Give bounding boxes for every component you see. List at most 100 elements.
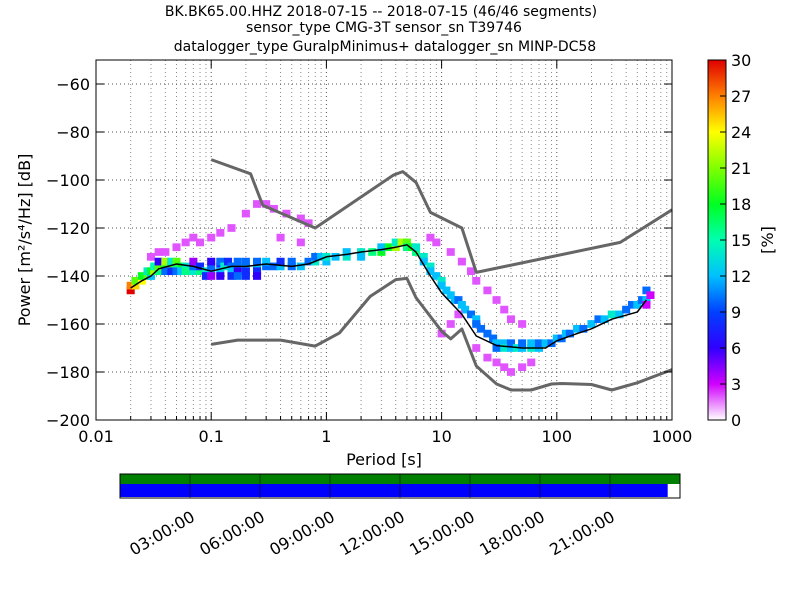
- pdf-cell: [642, 300, 651, 309]
- pdf-cell: [216, 228, 225, 237]
- pdf-cell: [276, 262, 285, 271]
- pdf-cell: [216, 257, 225, 266]
- pdf-cell: [216, 267, 225, 276]
- pdf-cell: [331, 252, 340, 261]
- x-tick-label: 0.01: [78, 427, 114, 446]
- pdf-cell: [442, 286, 451, 295]
- colorbar-tick-label: 15: [731, 231, 751, 250]
- pdf-cell: [492, 339, 501, 348]
- pdf-cell: [446, 248, 455, 256]
- pdf-cell: [207, 272, 216, 280]
- colorbar-tick-label: 9: [731, 303, 741, 322]
- colorbar-tick-label: 18: [731, 195, 751, 214]
- colorbar-tick-label: 6: [731, 339, 741, 358]
- pdf-cell: [607, 310, 616, 319]
- pdf-cell: [385, 243, 394, 252]
- pdf-cell: [227, 224, 236, 232]
- pdf-cell: [322, 257, 331, 266]
- pdf-cell: [233, 272, 242, 280]
- pdf-cell: [167, 257, 176, 266]
- pdf-cell: [377, 243, 386, 252]
- pdf-cell: [472, 320, 481, 328]
- pdf-cell: [573, 324, 582, 333]
- pdf-cell: [196, 262, 205, 271]
- pdf-cell: [565, 329, 574, 338]
- colorbar-tick-label: 0: [731, 411, 741, 430]
- pdf-cell: [466, 267, 476, 276]
- pdf-cell: [594, 315, 603, 324]
- pdf-cell: [253, 200, 262, 208]
- pdf-cell: [150, 262, 159, 271]
- pdf-cell: [262, 257, 271, 266]
- grid: [96, 60, 672, 420]
- pdf-cell: [402, 238, 411, 247]
- pdf-cell: [126, 286, 135, 295]
- pdf-cell: [181, 262, 190, 271]
- pdf-cell: [220, 262, 229, 271]
- pdf-cell: [227, 272, 236, 280]
- x-tick-label: 1000: [652, 427, 693, 446]
- pdf-cell: [253, 257, 262, 266]
- pdf-cell: [579, 324, 588, 333]
- pdf-cell: [642, 296, 651, 304]
- pdf-cell: [161, 248, 170, 256]
- pdf-cell: [527, 358, 536, 367]
- pdf-cell: [506, 344, 515, 352]
- pdf-cell: [233, 257, 242, 266]
- pdf-cell: [342, 248, 351, 256]
- title-line-3: datalogger_type GuralpMinimus+ datalogge…: [174, 39, 596, 55]
- y-tick-label: −180: [46, 363, 90, 382]
- pdf-cell: [296, 238, 305, 247]
- pdf-cell: [419, 252, 428, 261]
- timeline-label: 03:00:00: [126, 507, 198, 559]
- pdf-cell: [397, 238, 406, 247]
- pdf-cell: [207, 233, 216, 242]
- colorbar-tick-label: 24: [731, 123, 751, 142]
- pdf-cell: [483, 286, 492, 295]
- pdf-cell: [311, 252, 320, 261]
- pdf-cell: [466, 310, 476, 319]
- pdf-cell: [189, 257, 198, 266]
- pdf-cell: [154, 257, 163, 266]
- pdf-cell: [241, 267, 250, 276]
- pdf-cell: [241, 209, 250, 218]
- pdf-cell: [224, 257, 233, 266]
- pdf-cell: [483, 353, 492, 362]
- pdf-cell: [233, 267, 242, 276]
- pdf-cell: [622, 305, 631, 314]
- pdf-cell: [154, 248, 163, 256]
- pdf-cell: [196, 267, 205, 276]
- pdf-cell: [437, 329, 446, 338]
- y-tick-label: −160: [46, 315, 90, 334]
- pdf-cell: [253, 272, 262, 280]
- pdf-cell: [642, 286, 651, 295]
- colorbar-tick-label: 3: [731, 375, 741, 394]
- pdf-cell: [181, 267, 190, 276]
- pdf-cell: [172, 267, 181, 276]
- timeline-label: 12:00:00: [336, 507, 408, 559]
- colorbar-tick-label: 27: [731, 87, 751, 106]
- pdf-cell: [262, 262, 271, 271]
- y-tick-label: −200: [46, 411, 90, 430]
- pdf-cell: [276, 257, 285, 266]
- timeline-label: 15:00:00: [406, 507, 478, 559]
- plot-frame: [95, 59, 673, 421]
- pdf-cell: [477, 324, 486, 333]
- pdf-cell: [241, 257, 250, 266]
- pdf-cell: [368, 248, 377, 256]
- pdf-cell: [161, 267, 170, 276]
- pdf-cell: [446, 320, 455, 328]
- pdf-cell: [172, 262, 181, 271]
- pdf-cell: [506, 339, 515, 348]
- series-lines: [130, 158, 673, 392]
- pdf-cell: [587, 320, 596, 328]
- title-line-1: BK.BK65.00.HHZ 2018-07-15 -- 2018-07-15 …: [165, 4, 597, 20]
- pdf-cell: [541, 339, 550, 348]
- pdf-cell: [391, 238, 400, 247]
- x-tick-label: 1: [321, 427, 331, 446]
- pdf-cell: [189, 233, 198, 242]
- x-tick-label: 0.1: [198, 427, 223, 446]
- pdf-cell: [154, 262, 163, 271]
- y-axis: −200 −180 −160 −140 −120 −100 −80 −60: [46, 75, 672, 430]
- pdf-cell: [177, 267, 186, 276]
